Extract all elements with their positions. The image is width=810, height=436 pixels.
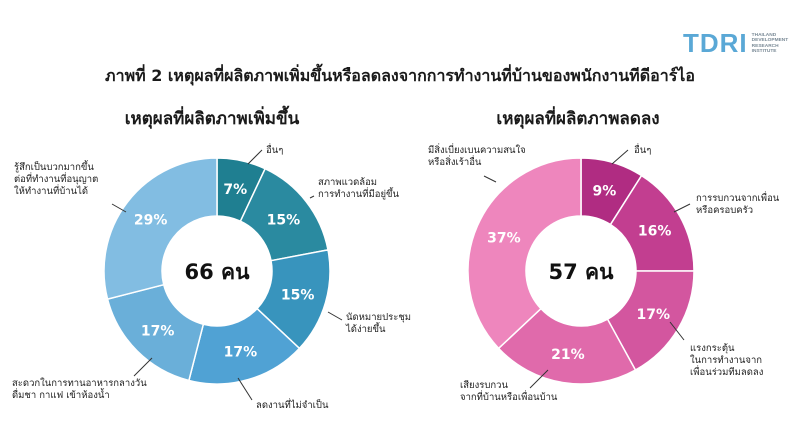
slice-percent-label: 16% <box>638 224 672 240</box>
donut-slice <box>467 157 582 350</box>
slice-category-label: ลดงานที่ไม่จำเป็น <box>256 398 329 411</box>
figure-title: ภาพที่ 2 เหตุผลที่ผลิตภาพเพิ่มขึ้นหรือลด… <box>105 63 695 86</box>
slice-percent-label: 37% <box>487 231 521 247</box>
slice-percent-label: 15% <box>267 213 301 229</box>
slice-percent-label: 17% <box>637 307 671 323</box>
slice-category-label: การรบกวนจากเพื่อนหรือครอบครัว <box>696 191 780 216</box>
slice-category-label: อื่นๆ <box>634 143 652 156</box>
chart-title: เหตุผลที่ผลิตภาพลดลง <box>496 106 659 129</box>
leader-line <box>133 357 153 377</box>
slice-category-label: รู้สึกเป็นบวกมากขึ้นต่อที่ทำงานที่อนุญาต… <box>14 160 98 197</box>
center-total-label: 57 คน <box>549 260 615 284</box>
slice-category-label: เสียงรบกวนจากที่บ้านหรือเพื่อนบ้าน <box>460 379 558 403</box>
logo-sub-line: INSTITUTE <box>751 48 777 54</box>
donut-chart-increase: เหตุผลที่ผลิตภาพเพิ่มขึ้น 7% อื่นๆ 15% สภาพแ… <box>12 105 411 411</box>
slice-percent-label: 7% <box>223 182 247 198</box>
logo-sub-line: THAILAND <box>751 32 777 38</box>
donut-slice <box>497 307 637 385</box>
logo-subtitle: THAILAND DEVELOPMENT RESEARCH INSTITUTE <box>752 33 789 55</box>
logo-sub-line: RESEARCH <box>751 43 779 49</box>
chart-title: เหตุผลที่ผลิตภาพเพิ่มขึ้น <box>125 105 300 129</box>
logo-wordmark: TDRI <box>683 28 748 58</box>
leader-line <box>327 311 343 321</box>
leader-line <box>529 369 549 389</box>
leader-line <box>483 175 497 183</box>
logo-sub-line: DEVELOPMENT <box>751 38 789 44</box>
slice-percent-label: 29% <box>134 213 168 229</box>
leader-line <box>669 321 685 341</box>
slice-category-label: นัดหมายประชุมได้ง่ายขึ้น <box>345 312 411 335</box>
donut-slice <box>103 157 218 301</box>
donut-chart-decrease: เหตุผลที่ผลิตภาพลดลง 9% อื่นๆ 16% การรบกวนจา… <box>428 106 780 403</box>
center-total-label: 66 คน <box>185 260 251 284</box>
slice-category-label: แรงกระตุ้นในการทำงานจากเพื่อนร่วมทีมลดลง <box>690 343 763 378</box>
leader-line <box>309 195 315 199</box>
tdri-logo: TDRI THAILAND DEVELOPMENT RESEARCH INSTI… <box>683 28 788 59</box>
slice-category-label: มีสิ่งเบี่ยงเบนความสนใจหรือสิ่งเร้าอื่น <box>428 143 526 168</box>
slice-percent-label: 9% <box>593 183 617 199</box>
slice-percent-label: 17% <box>224 345 258 361</box>
slice-percent-label: 21% <box>551 347 585 363</box>
leader-line <box>237 377 253 401</box>
slice-percent-label: 15% <box>281 287 315 303</box>
leader-line <box>247 149 263 165</box>
slice-percent-label: 17% <box>141 323 175 339</box>
leader-line <box>673 203 691 213</box>
slice-category-label: สภาพแวดล้อมการทำงานที่มีอยู่ขึ้น <box>318 177 400 200</box>
leader-line <box>611 149 629 165</box>
slice-category-label: สะดวกในการทานอาหารกลางวันดื่มชา กาแฟ เข้… <box>12 377 147 401</box>
slice-category-label: อื่นๆ <box>266 143 284 156</box>
leader-line <box>111 203 127 213</box>
